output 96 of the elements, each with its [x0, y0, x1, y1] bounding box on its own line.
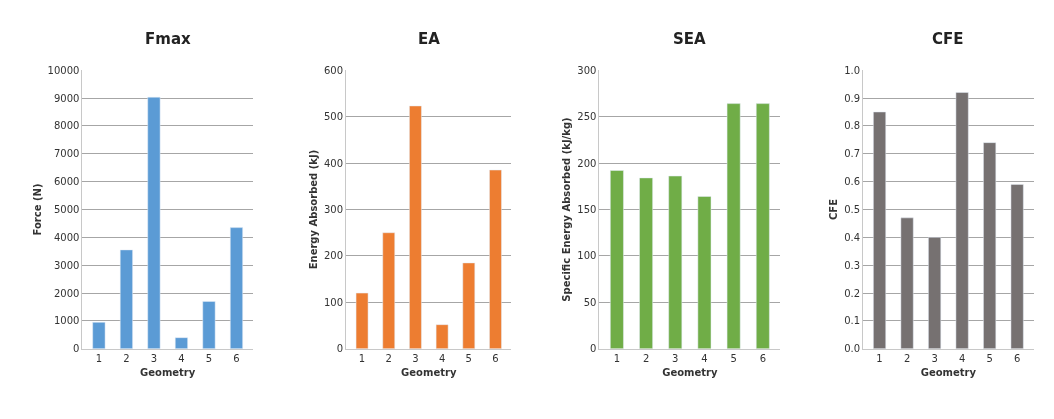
y-tick-label: 0.0: [844, 343, 861, 355]
bar: [928, 237, 942, 349]
bar: [462, 262, 476, 349]
y-axis-title: CFE: [828, 198, 840, 221]
y-tick-label: 300: [323, 204, 344, 215]
bar: [900, 217, 914, 349]
y-axis-title: Force (N): [31, 183, 43, 236]
bar: [639, 177, 653, 349]
y-tick-label: 0.4: [844, 231, 861, 243]
y-tick-label: 100: [577, 250, 597, 262]
x-tick-label: 5: [465, 352, 472, 364]
y-tick-label: 9000: [53, 92, 80, 104]
y-tick-label: 0: [73, 343, 80, 355]
y-tick-label: 100: [323, 296, 344, 308]
x-tick-label: 5: [986, 352, 993, 364]
bar: [230, 227, 243, 349]
x-tick-label: 3: [672, 352, 679, 364]
chart-title: SEA: [673, 30, 707, 48]
y-tick-label: 1.0: [844, 64, 861, 76]
y-tick-label: 0.8: [844, 120, 861, 132]
x-tick-label: 3: [150, 352, 158, 364]
x-tick-label: 1: [95, 352, 103, 364]
x-tick-label: 6: [233, 352, 240, 364]
y-tick-label: 0: [336, 343, 344, 355]
x-axis-title: Geometry: [662, 367, 718, 379]
chart-title: EA: [418, 30, 441, 48]
x-tick-label: 1: [613, 352, 621, 364]
x-tick-label: 4: [438, 352, 446, 364]
y-tick-label: 300: [577, 64, 597, 76]
x-tick-label: 2: [123, 352, 130, 364]
x-axis-title: Geometry: [920, 367, 977, 379]
x-tick-label: 6: [759, 352, 767, 364]
bar: [92, 322, 106, 349]
y-tick-label: 0.7: [844, 148, 861, 160]
bar: [756, 103, 770, 349]
x-tick-label: 1: [358, 352, 366, 364]
y-tick-label: 3000: [53, 259, 80, 271]
bar: [202, 301, 216, 349]
x-tick-label: 6: [492, 352, 499, 364]
bar: [1010, 184, 1024, 349]
y-tick-label: 250: [577, 111, 597, 123]
y-tick-label: 500: [323, 111, 344, 123]
y-tick-label: 7000: [53, 148, 80, 160]
y-tick-label: 0.2: [844, 287, 861, 299]
bar: [435, 324, 449, 349]
chart-title: CFE: [932, 30, 964, 48]
bar: [955, 92, 969, 349]
x-tick-label: 1: [876, 352, 883, 364]
x-tick-label: 6: [1013, 352, 1021, 364]
x-tick-label: 2: [385, 352, 392, 364]
x-tick-label: 5: [205, 352, 213, 364]
y-tick-label: 6000: [53, 176, 80, 188]
bar: [726, 103, 741, 349]
bar: [668, 175, 683, 349]
y-tick-label: 10000: [47, 64, 80, 76]
bar: [355, 292, 369, 349]
bar: [983, 142, 997, 349]
y-axis-title: Specific Energy Absorbed (kJ/kg): [561, 117, 573, 302]
y-tick-label: 8000: [53, 120, 80, 132]
y-tick-label: 50: [583, 296, 597, 308]
y-tick-label: 1000: [53, 315, 80, 327]
x-tick-label: 5: [730, 352, 737, 364]
x-tick-label: 3: [412, 352, 419, 364]
bar: [610, 170, 624, 349]
x-tick-label: 4: [701, 352, 708, 364]
chart-title: Fmax: [145, 30, 191, 48]
y-tick-label: 0.6: [844, 176, 861, 188]
y-tick-label: 600: [323, 64, 344, 76]
x-tick-label: 3: [931, 352, 938, 364]
bar: [175, 337, 188, 349]
y-tick-label: 0.3: [844, 259, 861, 271]
x-tick-label: 2: [642, 352, 650, 364]
bar: [697, 196, 712, 349]
x-axis-title: Geometry: [401, 367, 457, 379]
y-tick-label: 200: [323, 250, 344, 262]
x-axis-title: Geometry: [140, 367, 196, 379]
y-tick-label: 0.1: [844, 315, 861, 327]
x-tick-label: 4: [178, 352, 185, 364]
y-tick-label: 4000: [53, 231, 80, 243]
x-tick-label: 2: [903, 352, 911, 364]
y-tick-label: 400: [323, 157, 344, 169]
y-axis-title: Energy Absorbed (kJ): [307, 149, 319, 270]
y-tick-label: 0: [590, 343, 597, 355]
bar: [409, 105, 422, 349]
y-tick-label: 0.9: [844, 92, 861, 104]
bar: [382, 232, 395, 349]
x-tick-label: 4: [958, 352, 966, 364]
y-tick-label: 2000: [53, 287, 80, 299]
bar: [147, 96, 161, 349]
y-tick-label: 5000: [53, 204, 80, 215]
bar: [489, 169, 502, 349]
bar: [873, 111, 886, 349]
y-tick-label: 200: [577, 157, 597, 169]
y-tick-label: 150: [577, 204, 597, 215]
bar: [119, 249, 133, 349]
y-tick-label: 0.5: [844, 204, 861, 215]
